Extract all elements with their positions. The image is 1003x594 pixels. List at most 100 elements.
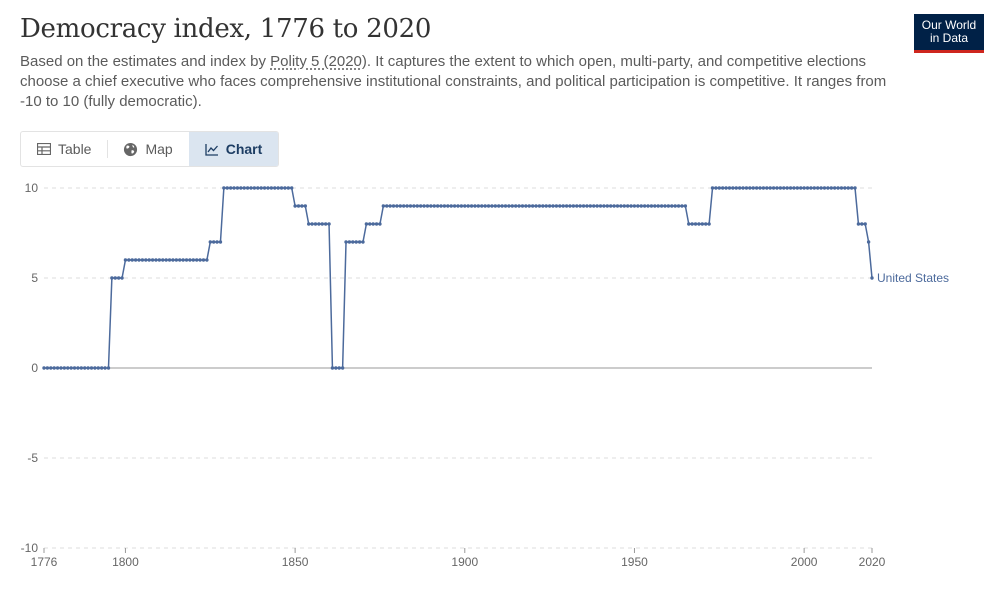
data-point <box>273 186 277 190</box>
grid-lines <box>44 187 872 459</box>
chart-subtitle: Based on the estimates and index by Poli… <box>20 52 910 112</box>
data-point <box>656 204 660 208</box>
data-point <box>435 204 440 208</box>
source-link[interactable]: Polity 5 (2020) <box>270 53 367 70</box>
data-point <box>768 186 772 190</box>
data-point <box>83 366 87 370</box>
data-point <box>860 222 864 226</box>
x-tick-label: 1776 <box>31 555 58 569</box>
logo-line-2: in Data <box>929 31 969 45</box>
data-point <box>262 186 267 190</box>
data-point <box>592 204 596 208</box>
data-point <box>116 276 121 280</box>
data-point <box>765 186 769 190</box>
data-point <box>191 258 196 262</box>
data-point <box>76 366 80 370</box>
data-point <box>446 204 450 208</box>
data-point <box>707 222 711 226</box>
data-point <box>687 222 691 226</box>
data-point <box>347 240 352 244</box>
data-point <box>310 222 314 226</box>
data-point <box>449 204 453 208</box>
data-point <box>103 366 107 370</box>
data-point <box>340 366 345 370</box>
data-point <box>232 186 236 190</box>
tab-table[interactable]: Table <box>21 132 107 166</box>
data-point <box>704 222 708 226</box>
data-point <box>524 204 528 208</box>
data-point <box>225 186 229 190</box>
data-point <box>283 186 287 190</box>
data-point <box>42 366 46 370</box>
data-point <box>269 186 274 190</box>
logo-line-1: Our World <box>921 18 977 32</box>
tab-chart[interactable]: Chart <box>188 132 279 166</box>
data-point <box>829 186 833 190</box>
data-point <box>320 222 324 226</box>
data-point <box>659 204 664 208</box>
data-point <box>137 258 141 262</box>
data-point <box>632 204 637 208</box>
y-tick-label: -10 <box>21 541 39 555</box>
data-point <box>45 366 50 370</box>
data-point <box>547 204 552 208</box>
data-point <box>625 204 630 208</box>
data-point <box>147 258 151 262</box>
chart-title: Democracy index, 1776 to 2020 <box>20 14 432 44</box>
data-point <box>432 204 436 208</box>
data-point <box>581 204 586 208</box>
owid-logo[interactable]: Our World in Data <box>914 14 984 53</box>
data-point <box>317 222 321 226</box>
data-point <box>646 204 650 208</box>
data-point <box>748 186 752 190</box>
globe-icon <box>123 142 138 157</box>
data-point <box>184 258 189 262</box>
data-point <box>775 186 779 190</box>
x-tick-label: 1950 <box>621 555 648 569</box>
data-point <box>568 204 572 208</box>
data-point <box>849 186 854 190</box>
data-point <box>856 222 861 226</box>
data-point <box>466 204 470 208</box>
data-point <box>188 258 192 262</box>
data-point <box>836 186 840 190</box>
data-point <box>290 186 294 190</box>
tab-map[interactable]: Map <box>107 132 188 166</box>
line-chart-icon <box>205 143 219 156</box>
data-point <box>846 186 850 190</box>
series-labels: United States <box>877 271 949 285</box>
view-tabs: Table Map Chart <box>20 131 280 167</box>
data-point <box>737 186 742 190</box>
data-point <box>296 204 301 208</box>
x-axis: 1776 1800 1850 1900 1950 2000 2020 <box>31 547 886 569</box>
data-point <box>218 240 223 244</box>
data-point <box>154 258 158 262</box>
data-point <box>364 222 369 226</box>
data-point <box>670 204 674 208</box>
data-point <box>805 186 810 190</box>
x-tick-label: 1800 <box>112 555 139 569</box>
data-point <box>385 204 389 208</box>
data-point <box>463 204 467 208</box>
data-point <box>575 204 579 208</box>
data-point <box>374 222 379 226</box>
data-point <box>106 366 111 370</box>
data-point <box>741 186 745 190</box>
data-point <box>361 240 365 244</box>
data-point <box>456 204 460 208</box>
x-tick-label: 1900 <box>451 555 478 569</box>
data-point <box>195 258 199 262</box>
y-tick-label: 0 <box>31 361 38 375</box>
data-point <box>123 258 128 262</box>
x-tick-label: 2000 <box>791 555 818 569</box>
data-point <box>127 258 131 262</box>
data-point <box>870 276 874 280</box>
data-point <box>425 204 430 208</box>
data-point <box>242 186 246 190</box>
data-point <box>181 258 185 262</box>
data-point <box>819 186 823 190</box>
data-point <box>178 258 182 262</box>
data-point <box>802 186 806 190</box>
data-point <box>826 186 830 190</box>
data-point <box>778 186 783 190</box>
